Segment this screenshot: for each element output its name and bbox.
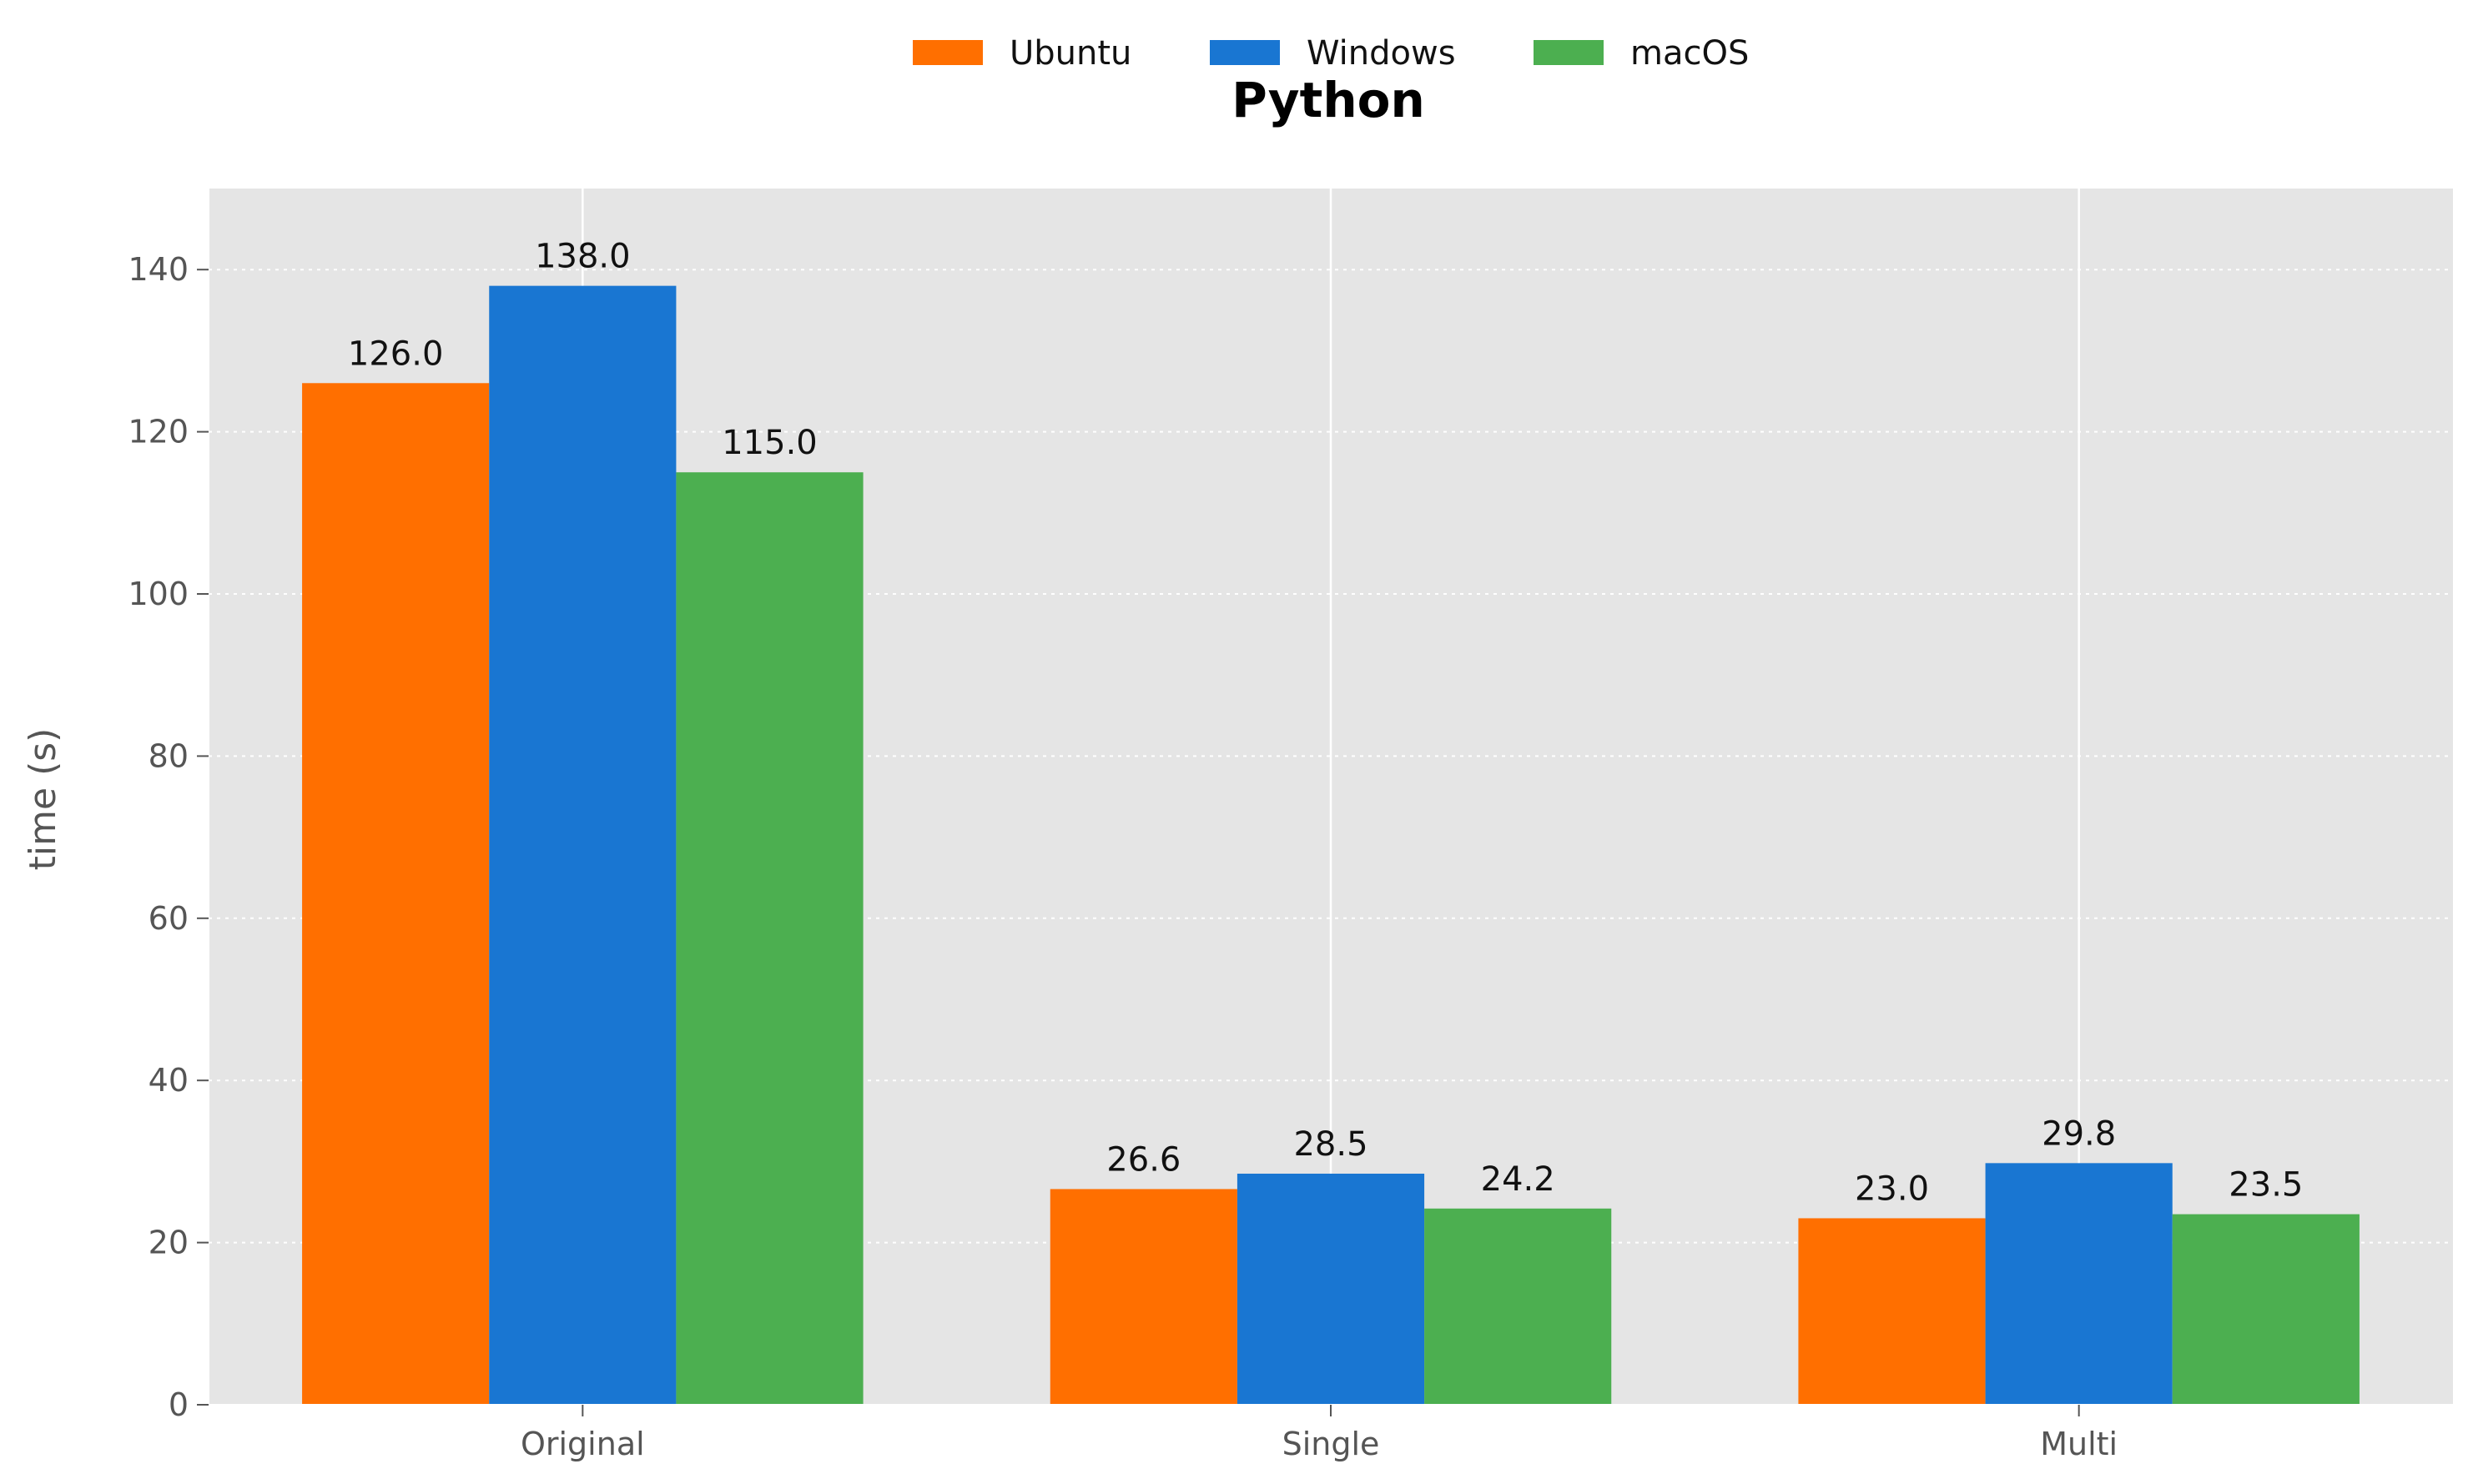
data-label: 28.5	[1293, 1125, 1367, 1164]
bar-macos-original	[676, 472, 864, 1406]
x-tick-label: Original	[521, 1426, 645, 1462]
axes: 0 20 40 60 80 100 120 140 Original Single Multi	[128, 189, 2453, 1462]
bar-ubuntu-single	[1050, 1189, 1237, 1405]
data-label: 29.8	[2042, 1114, 2116, 1153]
legend: Ubuntu Windows macOS	[913, 34, 1749, 73]
x-tick-label: Single	[1282, 1426, 1380, 1462]
data-label: 115.0	[722, 424, 818, 462]
y-tick-label: 0	[169, 1386, 189, 1423]
bar-windows-single	[1236, 1173, 1425, 1405]
legend-label: Windows	[1307, 34, 1456, 73]
data-label: 24.2	[1481, 1160, 1555, 1199]
legend-item-ubuntu: Ubuntu	[913, 34, 1131, 73]
y-tick-label: 20	[149, 1225, 189, 1261]
bar-ubuntu-original	[302, 383, 490, 1405]
data-label: 23.5	[2229, 1166, 2303, 1205]
legend-label: macOS	[1630, 34, 1749, 73]
legend-swatch	[913, 40, 983, 65]
y-tick-label: 140	[128, 251, 189, 288]
y-tick-label: 40	[149, 1062, 189, 1099]
bar-macos-single	[1424, 1208, 1612, 1405]
y-tick-label: 60	[149, 900, 189, 937]
y-tick-label: 100	[128, 576, 189, 612]
legend-item-windows: Windows	[1210, 34, 1456, 73]
data-label: 23.0	[1855, 1170, 1929, 1208]
y-tick-label: 80	[149, 737, 189, 774]
bars	[302, 285, 2360, 1406]
bar-macos-multi	[2172, 1214, 2360, 1405]
value-labels: 126.0 26.6 23.0 138.0 28.5 29.8 115.0 24.2 23.5	[348, 238, 2303, 1209]
y-axis-title: time (s)	[22, 728, 64, 871]
data-label: 26.6	[1106, 1140, 1181, 1179]
legend-swatch	[1210, 40, 1280, 65]
data-label: 138.0	[535, 238, 631, 276]
legend-swatch	[1534, 40, 1604, 65]
legend-label: Ubuntu	[1010, 34, 1131, 73]
data-label: 126.0	[348, 335, 444, 373]
legend-item-macos: macOS	[1534, 34, 1749, 73]
x-tick-label: Multi	[2040, 1426, 2118, 1462]
y-tick-label: 120	[128, 414, 189, 450]
bar-ubuntu-multi	[1798, 1218, 1986, 1405]
bar-windows-multi	[1985, 1163, 2173, 1405]
bar-windows-original	[489, 285, 677, 1405]
chart-title: Python	[1231, 72, 1425, 128]
